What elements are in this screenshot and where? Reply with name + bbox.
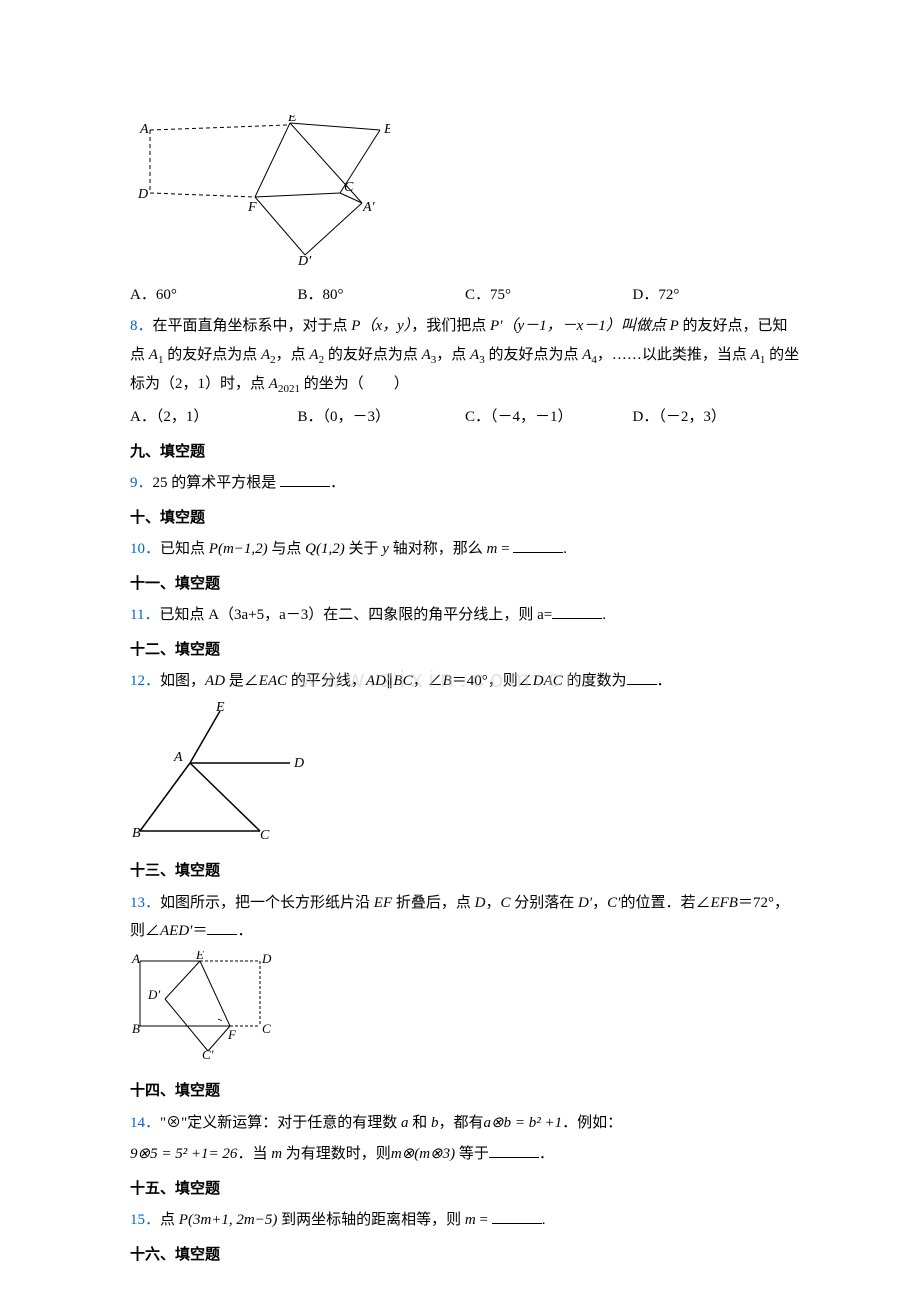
- svg-text:C′: C′: [202, 1047, 214, 1061]
- sec15-title: 十五、填空题: [130, 1175, 800, 1204]
- q11-blank: [552, 601, 602, 619]
- svg-text:D: D: [137, 187, 148, 202]
- q14-text2: 9⊗5 = 5² +1= 26．当 m 为有理数时，则m⊗(m⊗3) 等于．: [130, 1140, 800, 1169]
- q13-num: 13．: [130, 895, 160, 911]
- sec10-title: 十、填空题: [130, 504, 800, 533]
- q8-opt-d: D．（－2，3）: [633, 403, 801, 432]
- sec14-title: 十四、填空题: [130, 1077, 800, 1106]
- q12-text: 12．如图，AD 是∠EAC 的平分线，AD∥BC，∠B＝40°，则∠DAC 的…: [130, 667, 800, 696]
- svg-text:E: E: [195, 951, 204, 962]
- q9-text: 9．25 的算术平方根是 ．: [130, 469, 800, 498]
- q13-diagram: A E D B F C D′ C′: [130, 951, 800, 1072]
- q8-options: A．（2，1） B．（0，－3） C．（－4，－1） D．（－2，3）: [130, 403, 800, 432]
- svg-text:B: B: [132, 826, 141, 841]
- q12-blank: [627, 667, 657, 685]
- q7-opt-a: A．60°: [130, 281, 298, 310]
- sec9-title: 九、填空题: [130, 438, 800, 467]
- svg-text:C: C: [262, 1021, 271, 1036]
- sec16-title: 十六、填空题: [130, 1241, 800, 1270]
- q15-blank: [492, 1206, 542, 1224]
- q8-opt-b: B．（0，－3）: [298, 403, 466, 432]
- svg-text:F: F: [227, 1027, 237, 1042]
- q7-options: A．60° B．80° C．75° D．72°: [130, 281, 800, 310]
- q15-text: 15．点 P(3m+1, 2m−5) 到两坐标轴的距离相等，则 m = .: [130, 1206, 800, 1235]
- q7-opt-d: D．72°: [633, 281, 801, 310]
- q13-blank: [207, 917, 237, 935]
- q14-text: 14．"⊗"定义新运算：对于任意的有理数 a 和 b，都有a⊗b = b² +1…: [130, 1109, 800, 1138]
- q10-text: 10．已知点 P(m−1,2) 与点 Q(1,2) 关于 y 轴对称，那么 m …: [130, 535, 800, 564]
- q10-blank: [513, 535, 563, 553]
- q8-opt-a: A．（2，1）: [130, 403, 298, 432]
- q11-num: 11．: [130, 607, 159, 623]
- svg-text:D′: D′: [297, 254, 312, 265]
- q9-blank: [280, 469, 330, 487]
- svg-text:C: C: [344, 180, 354, 195]
- q13-text: 13．如图所示，把一个长方形纸片沿 EF 折叠后，点 D，C 分别落在 D′，C…: [130, 889, 800, 946]
- svg-text:A: A: [173, 750, 183, 765]
- q10-num: 10．: [130, 541, 160, 557]
- svg-text:C: C: [260, 828, 270, 841]
- q11-text: 11．已知点 A（3a+5，a－3）在二、四象限的角平分线上，则 a=.: [130, 601, 800, 630]
- q7-diagram: A E B D F C A′ D′: [130, 115, 800, 276]
- svg-text:D: D: [261, 951, 272, 966]
- svg-text:E: E: [287, 115, 297, 125]
- svg-text:D′: D′: [147, 987, 160, 1002]
- q7-opt-c: C．75°: [465, 281, 633, 310]
- q8-opt-c: C．（－4，－1）: [465, 403, 633, 432]
- svg-text:D: D: [293, 756, 304, 771]
- q15-num: 15．: [130, 1212, 160, 1228]
- q12-num: 12．: [130, 673, 160, 689]
- q8-text: 8．在平面直角坐标系中，对于点 P（x，y），我们把点 P′（y－1，－x－1）…: [130, 312, 800, 400]
- svg-text:B: B: [384, 122, 390, 137]
- svg-text:A: A: [131, 951, 140, 966]
- q8-num: 8．: [130, 318, 153, 334]
- q14-blank: [489, 1140, 539, 1158]
- q7-opt-b: B．80°: [298, 281, 466, 310]
- q9-num: 9．: [130, 475, 153, 491]
- svg-text:A: A: [139, 122, 149, 137]
- sec11-title: 十一、填空题: [130, 570, 800, 599]
- q12-diagram: E A D B C: [130, 701, 800, 852]
- sec12-title: 十二、填空题: [130, 636, 800, 665]
- sec13-title: 十三、填空题: [130, 857, 800, 886]
- q14-num: 14．: [130, 1115, 160, 1131]
- svg-text:B: B: [132, 1021, 140, 1036]
- svg-text:A′: A′: [362, 200, 376, 215]
- svg-text:E: E: [215, 701, 225, 715]
- svg-text:F: F: [247, 200, 257, 215]
